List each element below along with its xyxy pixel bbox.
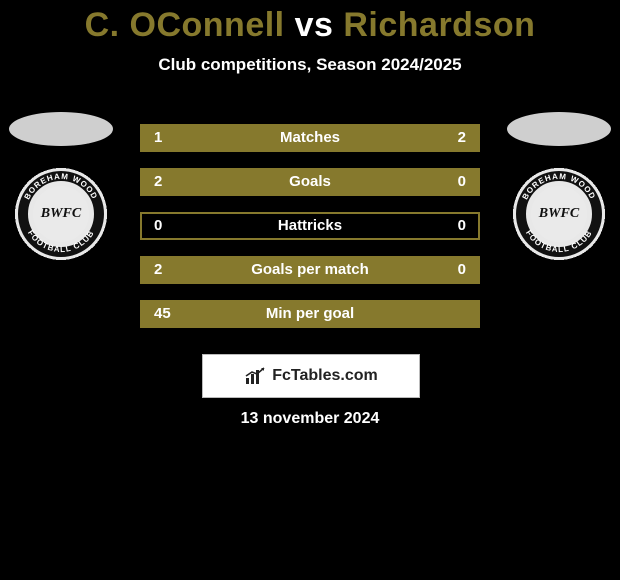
stat-value-right: 0 <box>458 170 466 194</box>
stat-value-right: 2 <box>458 126 466 150</box>
crest-center: BWFC <box>531 186 587 242</box>
stat-value-left: 2 <box>154 258 162 282</box>
brand-box: FcTables.com <box>202 354 420 398</box>
player-b-side: BOREHAM WOOD FOOTBALL CLUB BWFC <box>504 112 614 264</box>
stat-label: Goals <box>142 170 478 194</box>
vs-separator: vs <box>285 6 344 44</box>
player-b-name: Richardson <box>343 6 535 44</box>
player-a-name: C. OConnell <box>85 6 285 44</box>
stat-label: Hattricks <box>142 214 478 238</box>
stat-row: Matches1 2 <box>140 124 480 152</box>
stat-label: Goals per match <box>142 258 478 282</box>
stat-label: Matches <box>142 126 478 150</box>
crest-center: BWFC <box>33 186 89 242</box>
stat-value-left: 2 <box>154 170 162 194</box>
stat-row: Goals per match2 0 <box>140 256 480 284</box>
stat-row: Min per goal45 <box>140 300 480 328</box>
date-label: 13 november 2024 <box>0 410 620 428</box>
stat-value-right: 0 <box>458 258 466 282</box>
player-a-silhouette <box>9 112 113 146</box>
player-b-club-crest: BOREHAM WOOD FOOTBALL CLUB BWFC <box>509 164 609 264</box>
brand-label: FcTables.com <box>272 367 378 385</box>
crest-monogram: BWFC <box>539 206 579 222</box>
stat-value-left: 1 <box>154 126 162 150</box>
stat-row: Goals2 0 <box>140 168 480 196</box>
page-title: C. OConnell vs Richardson <box>0 0 620 45</box>
stats-table: Matches12Goals20Hattricks00Goals per mat… <box>140 124 480 344</box>
player-a-club-crest: BOREHAM WOOD FOOTBALL CLUB BWFC <box>11 164 111 264</box>
stat-value-left: 0 <box>154 214 162 238</box>
comparison-card: C. OConnell vs Richardson Club competiti… <box>0 0 620 580</box>
stat-value-right: 0 <box>458 214 466 238</box>
crest-monogram: BWFC <box>41 206 81 222</box>
subtitle: Club competitions, Season 2024/2025 <box>0 55 620 75</box>
stat-label: Min per goal <box>142 302 478 326</box>
stat-row: Hattricks0 0 <box>140 212 480 240</box>
player-a-side: BOREHAM WOOD FOOTBALL CLUB BWFC <box>6 112 116 264</box>
player-b-silhouette <box>507 112 611 146</box>
stat-value-left: 45 <box>154 302 171 326</box>
chart-icon <box>244 366 266 386</box>
